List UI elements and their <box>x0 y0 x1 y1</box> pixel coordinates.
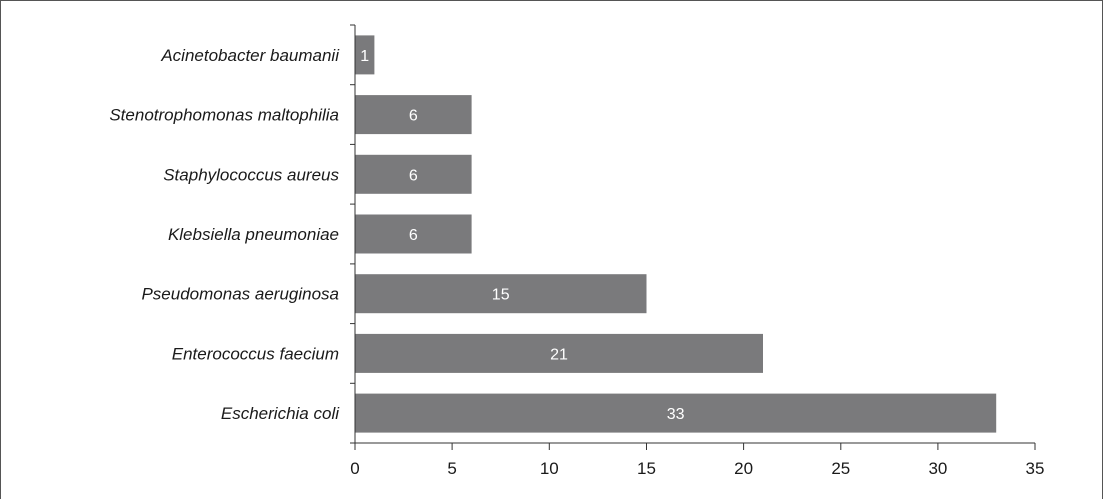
category-label: Klebsiella pneumoniae <box>168 225 339 244</box>
bar-2 <box>355 95 472 135</box>
x-tick-label: 30 <box>928 459 947 478</box>
bar-5 <box>355 274 647 314</box>
data-label: 6 <box>409 227 418 244</box>
x-tick-label: 15 <box>637 459 656 478</box>
bar-1 <box>355 35 375 75</box>
x-tick-label: 20 <box>734 459 753 478</box>
category-label: Escherichia coli <box>221 404 340 423</box>
x-tick-label: 0 <box>350 459 359 478</box>
data-label: 15 <box>492 287 510 304</box>
bar-4 <box>355 214 472 254</box>
x-tick-label: 5 <box>447 459 456 478</box>
x-tick-label: 10 <box>540 459 559 478</box>
x-tick-label: 25 <box>831 459 850 478</box>
bar-6 <box>355 333 763 373</box>
data-label: 1 <box>360 48 369 65</box>
bar-3 <box>355 154 472 194</box>
data-label: 6 <box>409 167 418 184</box>
category-label: Pseudomonas aeruginosa <box>141 285 339 304</box>
data-label: 6 <box>409 108 418 125</box>
data-label: 33 <box>667 406 685 423</box>
category-label: Staphylococcus aureus <box>163 165 339 184</box>
category-label: Acinetobacter baumanii <box>160 46 340 65</box>
bar-7 <box>355 393 997 433</box>
data-label: 21 <box>550 346 568 363</box>
x-tick-label: 35 <box>1026 459 1045 478</box>
category-label: Enterococcus faecium <box>172 344 339 363</box>
category-label: Stenotrophomonas maltophilia <box>109 106 339 125</box>
